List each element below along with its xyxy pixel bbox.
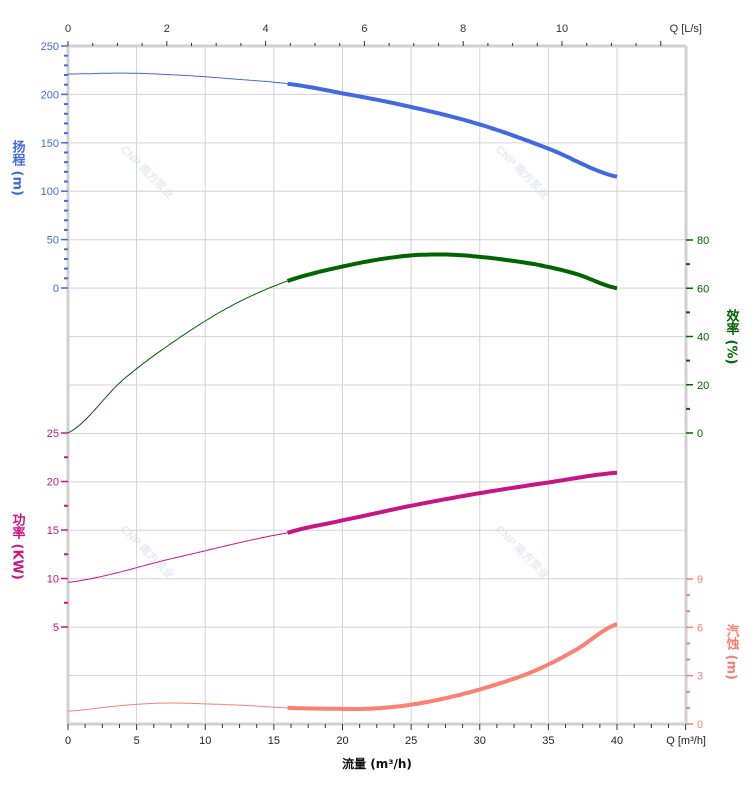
efficiency-tick-label: 20 (697, 380, 709, 392)
head-tick-label: 100 (41, 186, 59, 198)
head-curve-operating (287, 81, 618, 179)
x-top-tick-label: 0 (65, 23, 71, 35)
power-axis-title: 功率 (KW) (10, 513, 26, 580)
watermark-logo: CNP 南方泵业 (493, 522, 552, 581)
efficiency-axis-title: 效率 (%) (724, 308, 740, 364)
power-curve-operating (286, 470, 618, 535)
x-axis-title: 流量 (m³/h) (342, 756, 412, 771)
x-tick-label: 40 (611, 735, 623, 747)
x-tick-label: 10 (199, 735, 211, 747)
x-top-tick-label: 4 (263, 23, 269, 35)
head-tick-label: 0 (53, 283, 59, 295)
x-tick-label: 15 (268, 735, 280, 747)
efficiency-curve-thin (67, 280, 288, 434)
x-tick-label: 35 (542, 735, 554, 747)
head-curve-thin (67, 72, 288, 85)
efficiency-tick-label: 40 (697, 332, 709, 344)
watermark-logo: CNP 南方泵业 (493, 142, 552, 201)
head-tick-label: 250 (41, 41, 59, 53)
x-tick-label: 25 (405, 735, 417, 747)
power-tick-label: 25 (47, 428, 59, 440)
efficiency-tick-label: 0 (697, 428, 703, 440)
npsh-tick-label: 9 (697, 574, 703, 586)
watermark-logo: CNP 南方泵业 (118, 522, 177, 581)
head-tick-label: 50 (47, 235, 59, 247)
power-tick-label: 15 (47, 525, 59, 537)
npsh-curve-thin (67, 702, 288, 712)
npsh-tick-label: 3 (697, 671, 703, 683)
x-top-tick-label: 10 (556, 23, 568, 35)
watermark-logo: CNP 南方泵业 (118, 142, 177, 201)
npsh-tick-label: 0 (697, 719, 703, 731)
x-tick-label: 5 (134, 735, 140, 747)
x-tick-label: 20 (336, 735, 348, 747)
efficiency-tick-label: 60 (697, 283, 709, 295)
npsh-tick-label: 6 (697, 622, 703, 634)
head-axis-title: 扬程 (m) (10, 139, 26, 196)
power-tick-label: 20 (47, 477, 59, 489)
power-tick-label: 10 (47, 574, 59, 586)
head-tick-label: 150 (41, 138, 59, 150)
efficiency-curve-operating (286, 252, 618, 291)
x-tick-label: 0 (65, 735, 71, 747)
x-top-tick-label: 6 (361, 23, 367, 35)
x-top-tick-label: 2 (164, 23, 170, 35)
x-unit-label: Q [m³/h] (666, 735, 706, 747)
head-tick-label: 200 (41, 89, 59, 101)
power-curve-thin (67, 532, 288, 583)
efficiency-tick-label: 80 (697, 235, 709, 247)
x-top-unit-label: Q [L/s] (670, 23, 702, 35)
power-tick-label: 5 (53, 622, 59, 634)
npsh-axis-title: 汽蚀 (m) (724, 623, 741, 680)
x-tick-label: 30 (474, 735, 486, 747)
npsh-curve-operating (287, 622, 618, 711)
x-top-tick-label: 8 (460, 23, 466, 35)
